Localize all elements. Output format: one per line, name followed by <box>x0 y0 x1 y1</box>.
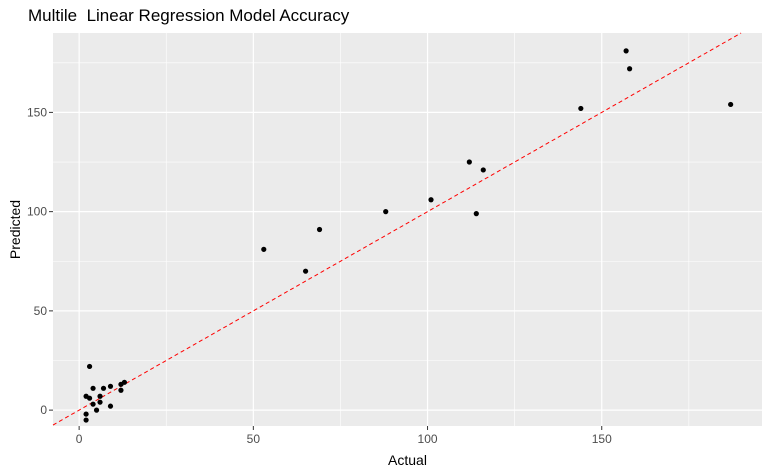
data-point <box>121 379 128 385</box>
data-point <box>83 417 89 423</box>
data-point <box>118 387 124 393</box>
data-point <box>86 363 93 370</box>
x-axis-ticks: 0 50 100 150 <box>76 426 612 446</box>
x-tick-label: 150 <box>592 432 612 446</box>
y-tick-label: 0 <box>40 403 47 417</box>
data-point <box>107 403 114 409</box>
reference-line <box>52 32 742 426</box>
data-point <box>93 407 100 413</box>
data-point <box>473 211 479 217</box>
x-tick-label: 100 <box>418 432 438 446</box>
y-axis-ticks: 0 50 100 150 <box>27 105 53 417</box>
y-tick-label: 50 <box>34 304 48 318</box>
data-point <box>383 209 389 215</box>
reference-line-group <box>52 32 742 426</box>
x-tick-label: 50 <box>247 432 261 446</box>
data-point <box>90 385 96 391</box>
data-point <box>466 159 472 165</box>
data-point <box>316 226 323 233</box>
x-axis-title: Actual <box>388 452 427 468</box>
y-tick-label: 100 <box>27 205 47 219</box>
chart-title: Multile Linear Regression Model Accuracy <box>28 6 350 25</box>
data-point <box>107 383 114 389</box>
data-point <box>100 385 107 391</box>
data-point <box>97 393 103 399</box>
data-point <box>578 105 584 112</box>
data-point <box>261 246 267 252</box>
data-point <box>480 167 486 173</box>
data-point <box>83 411 89 417</box>
minor-grid <box>53 33 762 426</box>
data-point <box>428 197 434 203</box>
data-point <box>86 395 93 401</box>
data-point <box>627 66 633 72</box>
x-tick-label: 0 <box>76 432 83 446</box>
data-points <box>83 48 734 423</box>
data-point <box>97 399 103 405</box>
data-point <box>302 268 309 274</box>
data-point <box>728 101 734 108</box>
y-axis-title: Predicted <box>7 200 23 259</box>
data-point <box>90 401 96 407</box>
major-grid <box>53 33 762 426</box>
plot-panel <box>53 33 762 426</box>
data-point <box>623 48 629 54</box>
y-tick-label: 150 <box>27 105 47 119</box>
